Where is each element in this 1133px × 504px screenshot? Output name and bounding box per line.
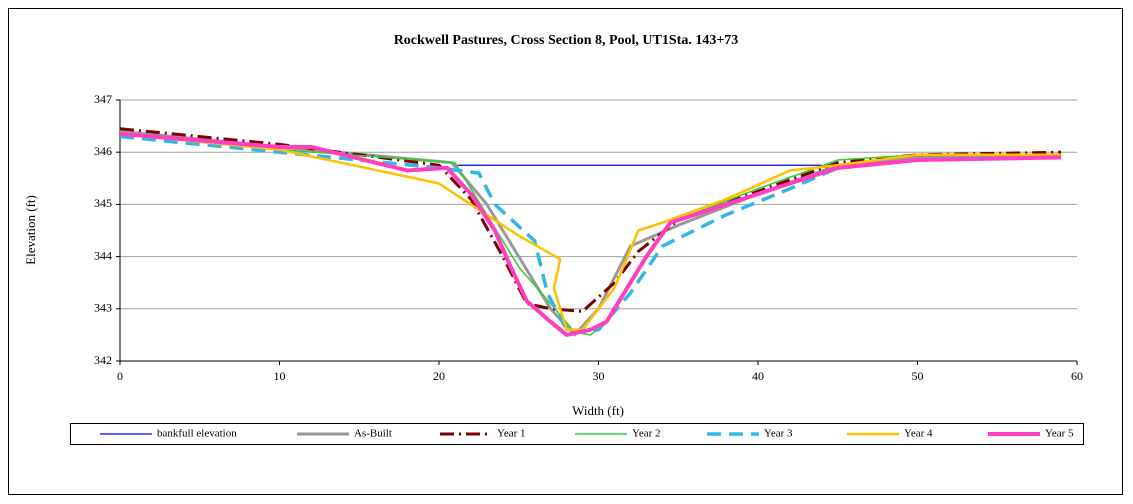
legend-label: Year 4 [904,428,933,440]
y-tick-label: 344 [94,248,112,262]
x-tick-label: 10 [274,369,286,383]
legend-label: Year 3 [764,428,793,440]
x-tick-label: 0 [117,369,123,383]
x-tick-label: 30 [593,369,605,383]
legend-label: As-Built [354,428,392,440]
x-tick-label: 40 [752,369,764,383]
x-axis-label: Width (ft) [572,403,624,418]
legend-label: bankfull elevation [157,428,237,440]
chart-title: Rockwell Pastures, Cross Section 8, Pool… [394,33,739,48]
y-tick-label: 346 [94,144,112,158]
y-tick-label: 347 [94,92,112,106]
y-tick-label: 345 [94,196,112,210]
x-tick-label: 60 [1071,369,1083,383]
series-line [119,127,1062,313]
legend-label: Year 2 [632,428,661,440]
x-tick-label: 20 [433,369,445,383]
x-tick-label: 50 [912,369,924,383]
series-line [119,133,1062,336]
y-axis-label: Elevation (ft) [23,195,38,265]
chart-frame [8,8,1123,495]
y-tick-label: 343 [94,301,112,315]
series-line [119,131,1062,337]
legend-label: Year 5 [1045,428,1074,440]
y-tick-label: 342 [94,353,112,367]
legend-label: Year 1 [497,428,526,440]
